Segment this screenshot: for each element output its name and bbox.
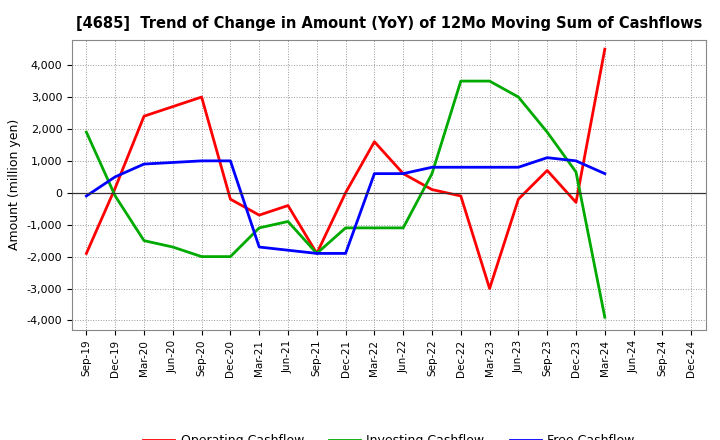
Operating Cashflow xyxy=(82,251,91,256)
Investing Cashflow xyxy=(197,254,206,259)
Free Cashflow xyxy=(485,165,494,170)
Operating Cashflow xyxy=(370,139,379,144)
Investing Cashflow xyxy=(284,219,292,224)
Investing Cashflow xyxy=(514,95,523,100)
Investing Cashflow xyxy=(111,193,120,198)
Operating Cashflow xyxy=(140,114,148,119)
Free Cashflow xyxy=(572,158,580,164)
Free Cashflow xyxy=(514,165,523,170)
Investing Cashflow xyxy=(485,78,494,84)
Operating Cashflow xyxy=(485,286,494,291)
Free Cashflow xyxy=(82,193,91,198)
Investing Cashflow xyxy=(543,129,552,135)
Investing Cashflow xyxy=(600,315,609,320)
Operating Cashflow xyxy=(456,193,465,198)
Legend: Operating Cashflow, Investing Cashflow, Free Cashflow: Operating Cashflow, Investing Cashflow, … xyxy=(138,429,639,440)
Investing Cashflow xyxy=(370,225,379,231)
Operating Cashflow xyxy=(543,168,552,173)
Operating Cashflow xyxy=(312,251,321,256)
Free Cashflow xyxy=(111,174,120,180)
Free Cashflow xyxy=(428,165,436,170)
Line: Operating Cashflow: Operating Cashflow xyxy=(86,49,605,289)
Operating Cashflow xyxy=(341,190,350,195)
Investing Cashflow xyxy=(399,225,408,231)
Operating Cashflow xyxy=(284,203,292,208)
Free Cashflow xyxy=(226,158,235,164)
Operating Cashflow xyxy=(399,171,408,176)
Operating Cashflow xyxy=(111,185,120,191)
Free Cashflow xyxy=(284,248,292,253)
Free Cashflow xyxy=(197,158,206,164)
Investing Cashflow xyxy=(456,78,465,84)
Free Cashflow xyxy=(168,160,177,165)
Free Cashflow xyxy=(140,161,148,167)
Free Cashflow xyxy=(456,165,465,170)
Operating Cashflow xyxy=(197,95,206,100)
Free Cashflow xyxy=(370,171,379,176)
Operating Cashflow xyxy=(600,47,609,52)
Line: Investing Cashflow: Investing Cashflow xyxy=(86,81,605,317)
Investing Cashflow xyxy=(82,129,91,135)
Operating Cashflow xyxy=(226,197,235,202)
Free Cashflow xyxy=(399,171,408,176)
Operating Cashflow xyxy=(514,197,523,202)
Operating Cashflow xyxy=(428,187,436,192)
Y-axis label: Amount (million yen): Amount (million yen) xyxy=(8,119,21,250)
Investing Cashflow xyxy=(226,254,235,259)
Operating Cashflow xyxy=(168,104,177,109)
Free Cashflow xyxy=(312,251,321,256)
Title: [4685]  Trend of Change in Amount (YoY) of 12Mo Moving Sum of Cashflows: [4685] Trend of Change in Amount (YoY) o… xyxy=(76,16,702,32)
Investing Cashflow xyxy=(428,171,436,176)
Free Cashflow xyxy=(341,251,350,256)
Investing Cashflow xyxy=(312,251,321,256)
Investing Cashflow xyxy=(255,225,264,231)
Free Cashflow xyxy=(543,155,552,160)
Free Cashflow xyxy=(255,244,264,249)
Operating Cashflow xyxy=(572,200,580,205)
Line: Free Cashflow: Free Cashflow xyxy=(86,158,605,253)
Investing Cashflow xyxy=(341,225,350,231)
Investing Cashflow xyxy=(140,238,148,243)
Operating Cashflow xyxy=(255,213,264,218)
Investing Cashflow xyxy=(572,169,580,175)
Free Cashflow xyxy=(600,171,609,176)
Investing Cashflow xyxy=(168,244,177,249)
